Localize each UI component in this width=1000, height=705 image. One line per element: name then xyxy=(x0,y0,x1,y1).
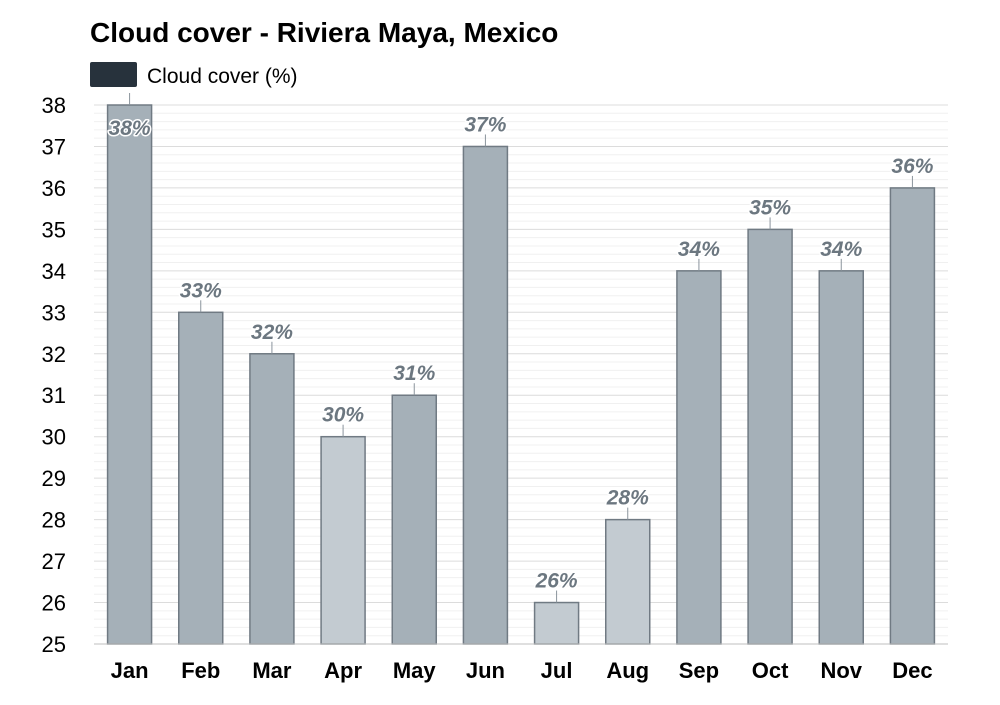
y-tick-label: 38 xyxy=(42,93,66,118)
bar-jun xyxy=(462,145,509,645)
legend: Cloud cover (%) xyxy=(90,62,298,88)
y-axis: 25 26 27 28 29 30 31 32 33 34 35 36 37 38 xyxy=(42,93,66,657)
y-tick-label: 36 xyxy=(42,176,66,201)
value-label-jun: 37% xyxy=(464,113,506,136)
y-tick-label: 25 xyxy=(42,632,66,657)
bar-jul xyxy=(533,601,580,645)
x-tick-label-jul: Jul xyxy=(541,658,573,683)
y-tick-label: 34 xyxy=(42,259,66,284)
bar-sep xyxy=(676,270,722,645)
x-tick-label-jun: Jun xyxy=(466,658,505,683)
value-label-apr: 30% xyxy=(322,404,364,427)
y-tick-label: 31 xyxy=(42,383,66,408)
y-tick-label: 37 xyxy=(42,134,66,159)
grid xyxy=(94,104,948,645)
bar-mar xyxy=(249,353,295,645)
value-label-aug: 28% xyxy=(606,487,649,510)
bar-feb xyxy=(178,311,224,645)
x-axis: Jan Feb Mar Apr May Jun Jul Aug Sep Oct Nov Dec xyxy=(94,643,948,683)
value-label-nov: 34% xyxy=(820,238,862,261)
y-tick-label: 33 xyxy=(42,300,66,325)
x-tick-label-sep: Sep xyxy=(679,658,719,683)
x-tick-label-mar: Mar xyxy=(252,658,292,683)
y-tick-label: 29 xyxy=(42,466,66,491)
bar-apr xyxy=(320,435,366,645)
y-tick-label: 30 xyxy=(42,425,66,450)
value-label-sep: 34% xyxy=(678,238,720,261)
y-tick-label: 32 xyxy=(42,342,66,367)
value-label-mar: 32% xyxy=(251,321,293,344)
value-label-may: 31% xyxy=(393,362,435,385)
legend-swatch xyxy=(90,62,137,87)
value-label-feb: 33% xyxy=(180,279,222,302)
bar-nov xyxy=(818,270,864,645)
bar-jan xyxy=(106,104,153,645)
legend-label: Cloud cover (%) xyxy=(147,65,298,88)
x-tick-label-jan: Jan xyxy=(111,658,149,683)
y-tick-label: 35 xyxy=(42,217,66,242)
x-tick-label-may: May xyxy=(393,658,437,683)
value-label-jul: 26% xyxy=(535,570,578,593)
chart-title: Cloud cover - Riviera Maya, Mexico xyxy=(90,17,558,48)
y-tick-label: 26 xyxy=(42,591,66,616)
bar-may xyxy=(391,394,437,645)
y-tick-label: 28 xyxy=(42,508,66,533)
bar-dec xyxy=(889,187,936,645)
bar-oct xyxy=(747,228,793,645)
value-label-oct: 35% xyxy=(749,196,791,219)
x-tick-label-nov: Nov xyxy=(820,658,862,683)
x-tick-label-feb: Feb xyxy=(181,658,220,683)
bar-aug xyxy=(605,518,651,645)
value-label-dec: 36% xyxy=(891,155,933,178)
x-tick-label-aug: Aug xyxy=(606,658,649,683)
value-label-jan: 38% xyxy=(109,117,151,140)
x-tick-label-oct: Oct xyxy=(752,658,789,683)
x-tick-label-dec: Dec xyxy=(892,658,932,683)
bars: 38% 33% 32% 30% 31% 37% 26% 28% 34% 35% 34% 36% xyxy=(106,93,936,645)
x-tick-label-apr: Apr xyxy=(324,658,362,683)
y-tick-label: 27 xyxy=(42,549,66,574)
